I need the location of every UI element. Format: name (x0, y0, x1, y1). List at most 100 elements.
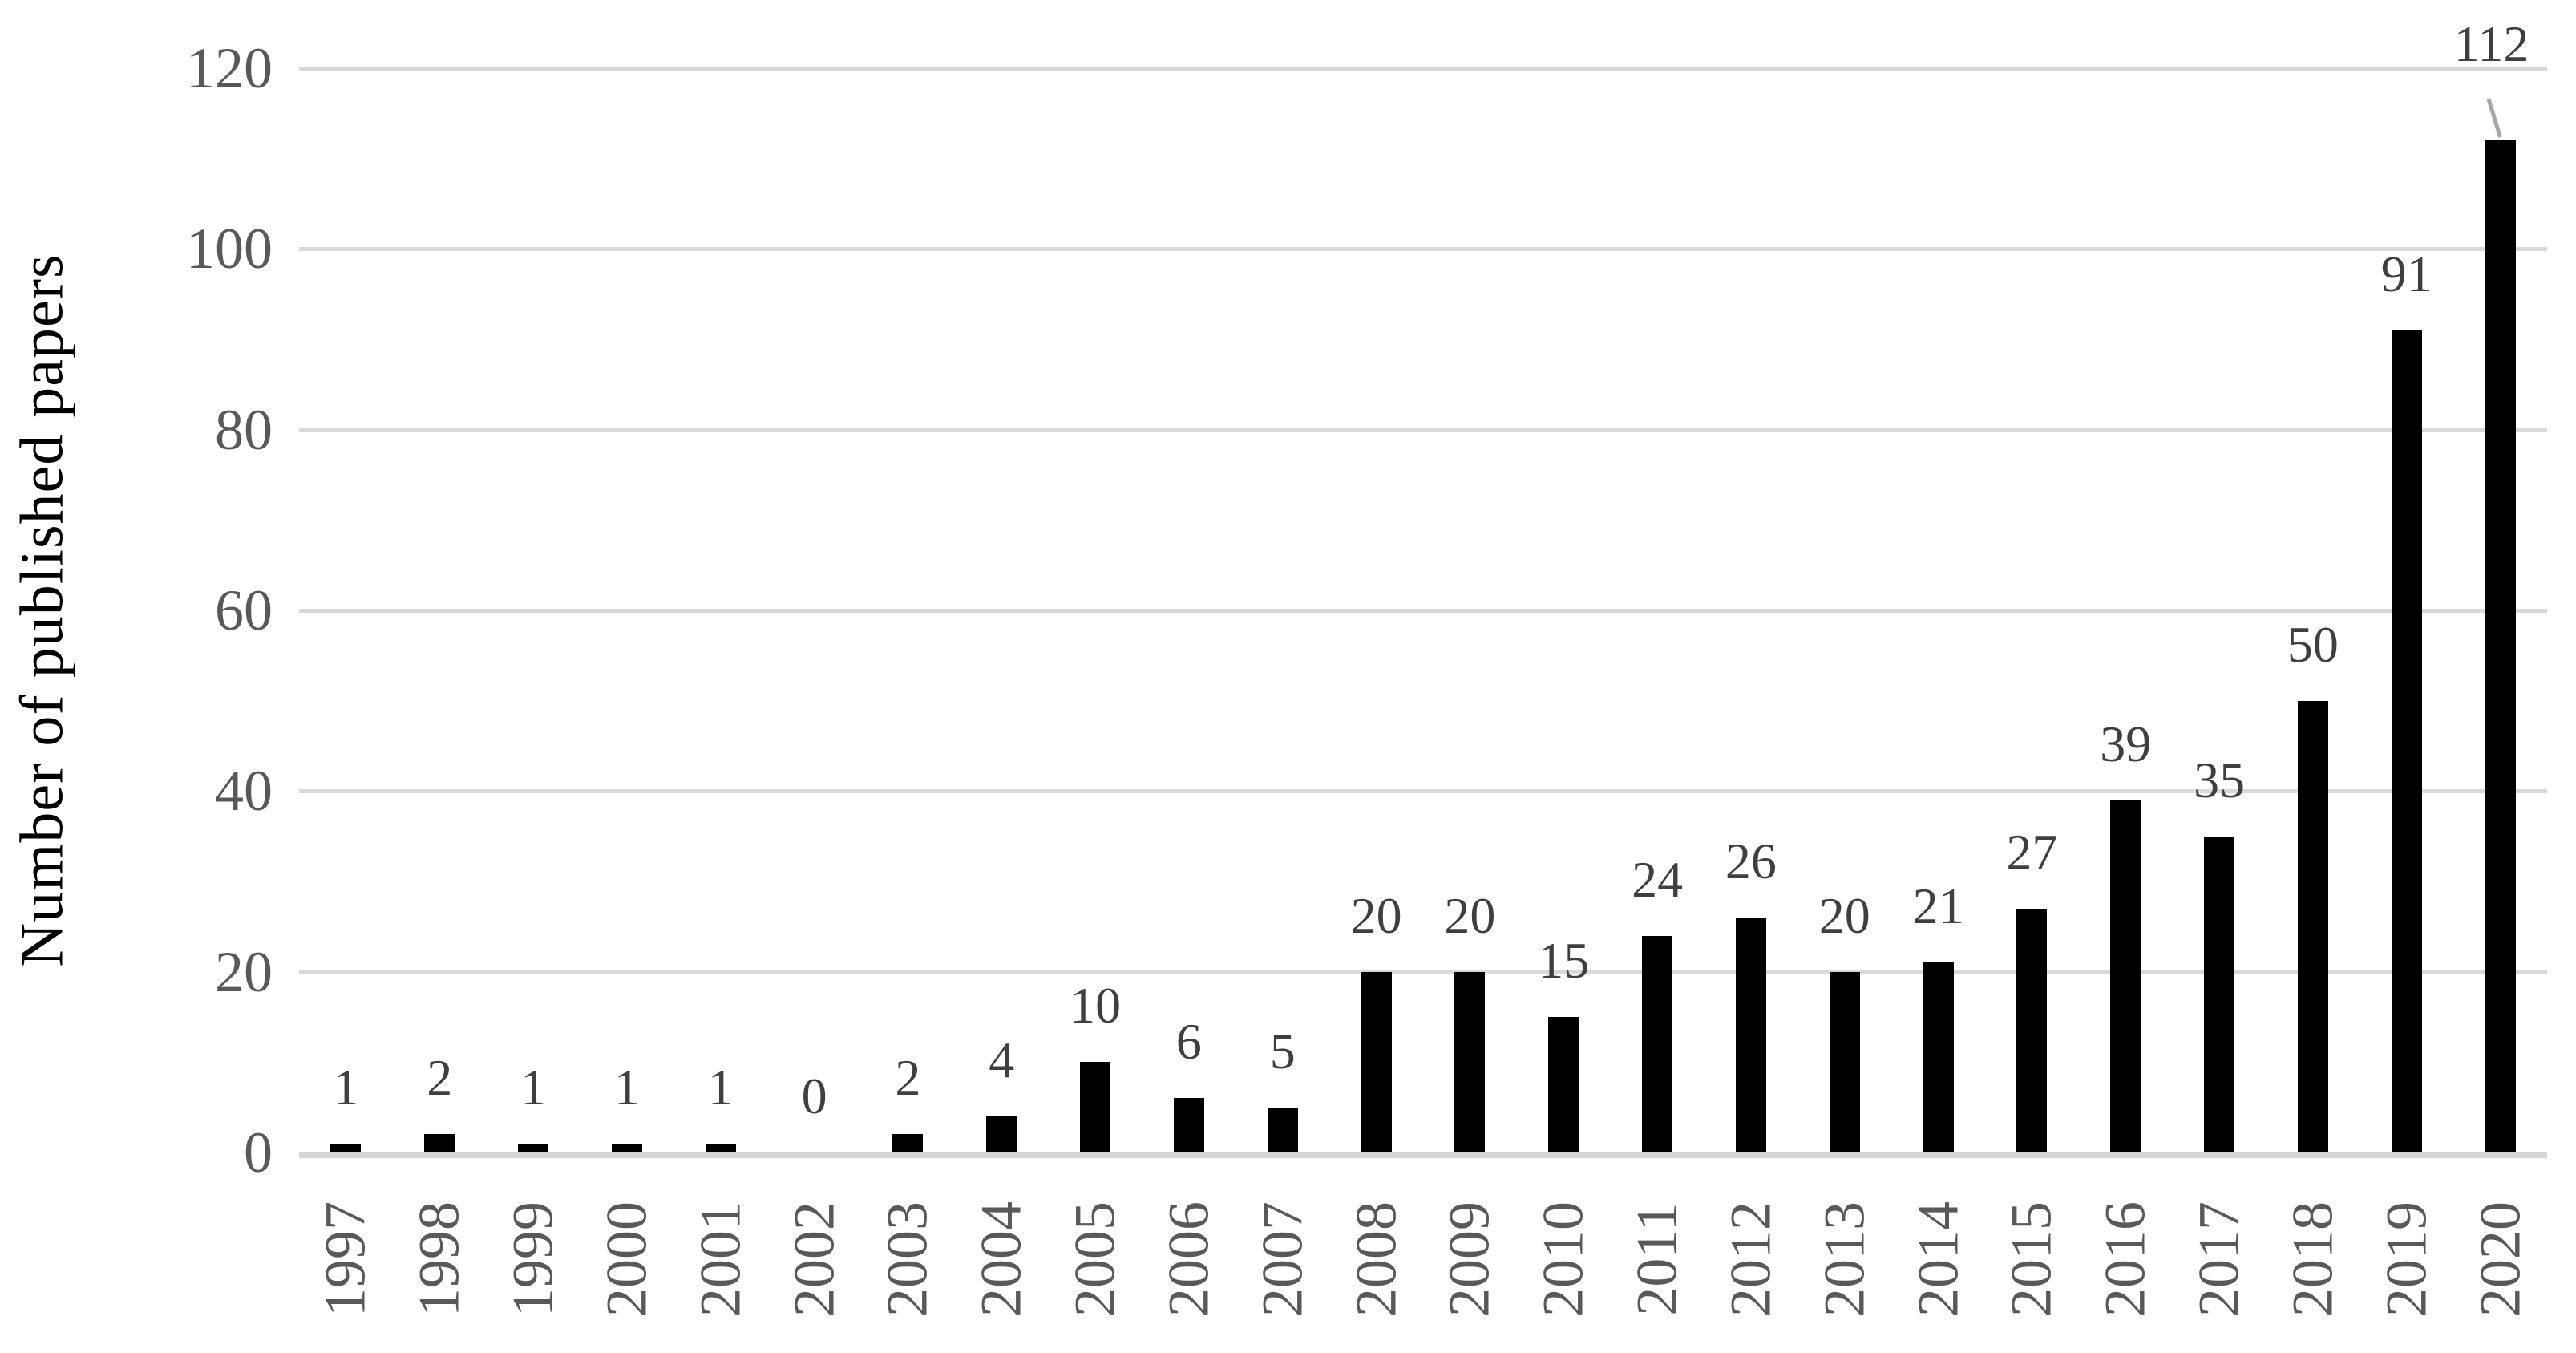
x-tick-label-2011: 2011 (1611, 1165, 1705, 1353)
bar-value-label-2009: 20 (1444, 886, 1496, 944)
x-tick-label-text: 2001 (688, 1201, 753, 1317)
bar-value-label-1999: 1 (520, 1058, 547, 1116)
x-tick-label-2004: 2004 (955, 1165, 1049, 1353)
y-tick-label-40: 40 (215, 759, 273, 824)
x-tick-label-2005: 2005 (1049, 1165, 1142, 1353)
bar-value-label-2006: 6 (1175, 1013, 1202, 1071)
bar-2010 (1548, 1017, 1579, 1152)
x-tick-label-2017: 2017 (2173, 1165, 2267, 1353)
bar-slot-2011: 24 (1611, 68, 1705, 1152)
bar-2011 (1642, 935, 1673, 1152)
x-tick-label-text: 2003 (875, 1201, 940, 1317)
x-tick-label-2006: 2006 (1142, 1165, 1236, 1353)
bar-slot-2018: 50 (2267, 68, 2360, 1152)
bar-value-label-2015: 27 (2006, 823, 2058, 881)
x-tick-label-2003: 2003 (861, 1165, 955, 1353)
x-tick-label-2012: 2012 (1705, 1165, 1798, 1353)
x-tick-label-text: 2006 (1156, 1201, 1221, 1317)
x-tick-label-text: 2017 (2186, 1201, 2251, 1317)
y-tick-label-20: 20 (215, 939, 273, 1004)
bar-value-label-2014: 21 (1912, 877, 1964, 935)
plot-area: 1 2 1 1 1 0 2 4 10 6 5 20 20 15 24 26 20 21 27 39 35 50 91 112 (299, 18, 2547, 1152)
gridline-20 (299, 970, 2547, 974)
bar-slot-2013: 20 (1798, 68, 1891, 1152)
x-tick-label-1999: 1999 (487, 1165, 580, 1353)
bar-value-label-2017: 35 (2194, 751, 2246, 808)
x-tick-label-text: 2007 (1250, 1201, 1315, 1317)
bar-slot-1997: 1 (299, 68, 393, 1152)
gridline-120 (299, 67, 2547, 71)
x-tick-label-text: 2011 (1624, 1201, 1689, 1316)
bar-2015 (2016, 908, 2048, 1152)
bar-1999 (518, 1143, 549, 1152)
x-tick-label-2000: 2000 (580, 1165, 674, 1353)
x-tick-label-text: 2002 (782, 1201, 847, 1317)
bar-2017 (2204, 836, 2235, 1152)
x-tick-label-text: 2009 (1437, 1201, 1502, 1317)
x-tick-label-text: 2008 (1344, 1201, 1409, 1317)
x-tick-label-text: 1997 (313, 1201, 378, 1317)
bar-slot-2005: 10 (1049, 68, 1142, 1152)
bar-slot-2012: 26 (1705, 68, 1798, 1152)
bar-value-label-2013: 20 (1818, 886, 1870, 944)
bar-value-label-2004: 4 (989, 1031, 1015, 1088)
bar-2006 (1173, 1098, 1204, 1152)
bar-value-label-2019: 91 (2380, 245, 2432, 302)
bar-1998 (424, 1134, 455, 1152)
x-tick-label-2014: 2014 (1891, 1165, 1985, 1353)
x-tick-label-2020: 2020 (2453, 1165, 2547, 1353)
bar-value-label-2005: 10 (1070, 977, 1122, 1035)
bar-slot-2007: 5 (1235, 68, 1329, 1152)
x-tick-label-2016: 2016 (2079, 1165, 2173, 1353)
x-tick-label-2007: 2007 (1235, 1165, 1329, 1353)
x-tick-label-2001: 2001 (673, 1165, 767, 1353)
bar-2008 (1361, 971, 1392, 1152)
bar-2009 (1454, 971, 1486, 1152)
bar-value-label-2020: 112 (2453, 15, 2529, 73)
bar-1997 (330, 1143, 362, 1152)
bar-value-label-2010: 15 (1538, 932, 1590, 989)
y-tick-label-0: 0 (244, 1120, 273, 1185)
bar-2007 (1267, 1107, 1298, 1152)
x-tick-label-1997: 1997 (299, 1165, 393, 1353)
bar-slot-2004: 4 (955, 68, 1049, 1152)
x-tick-label-text: 1999 (500, 1201, 565, 1317)
bar-2003 (892, 1134, 924, 1152)
bar-value-label-2012: 26 (1725, 832, 1777, 890)
bar-value-label-2001: 1 (707, 1058, 734, 1116)
x-tick-label-text: 2014 (1906, 1201, 1971, 1317)
bar-value-label-2008: 20 (1350, 886, 1402, 944)
bar-slot-2000: 1 (580, 68, 674, 1152)
bar-slot-2006: 6 (1142, 68, 1236, 1152)
bar-slot-2020: 112 (2453, 18, 2547, 1152)
bar-2019 (2391, 330, 2422, 1152)
bar-2014 (1923, 962, 1954, 1152)
leader-line-2020 (2486, 98, 2502, 138)
gridline-60 (299, 609, 2547, 613)
bar-slot-2015: 27 (1985, 68, 2079, 1152)
x-tick-label-text: 2005 (1062, 1201, 1127, 1317)
bar-2018 (2297, 700, 2328, 1152)
bar-value-label-2002: 0 (801, 1067, 827, 1124)
bar-slot-2002: 0 (767, 68, 861, 1152)
bar-2004 (986, 1116, 1017, 1152)
bar-slot-1999: 1 (487, 68, 580, 1152)
bar-slot-2014: 21 (1891, 68, 1985, 1152)
bar-2016 (2110, 800, 2141, 1152)
x-tick-label-text: 2013 (1812, 1201, 1877, 1317)
gridline-80 (299, 427, 2547, 432)
x-tick-label-2015: 2015 (1985, 1165, 2079, 1353)
gridline-100 (299, 247, 2547, 252)
bar-value-label-2003: 2 (895, 1049, 921, 1107)
x-tick-label-2013: 2013 (1798, 1165, 1891, 1353)
bar-slot-1998: 2 (393, 68, 487, 1152)
x-tick-label-2019: 2019 (2360, 1165, 2453, 1353)
bar-value-label-1998: 2 (427, 1049, 453, 1107)
x-tick-label-2002: 2002 (767, 1165, 861, 1353)
x-tick-label-2008: 2008 (1329, 1165, 1423, 1353)
bar-2013 (1829, 971, 1860, 1152)
x-tick-label-2010: 2010 (1517, 1165, 1611, 1353)
x-axis-line (299, 1152, 2547, 1158)
bar-value-label-2016: 39 (2100, 715, 2152, 772)
